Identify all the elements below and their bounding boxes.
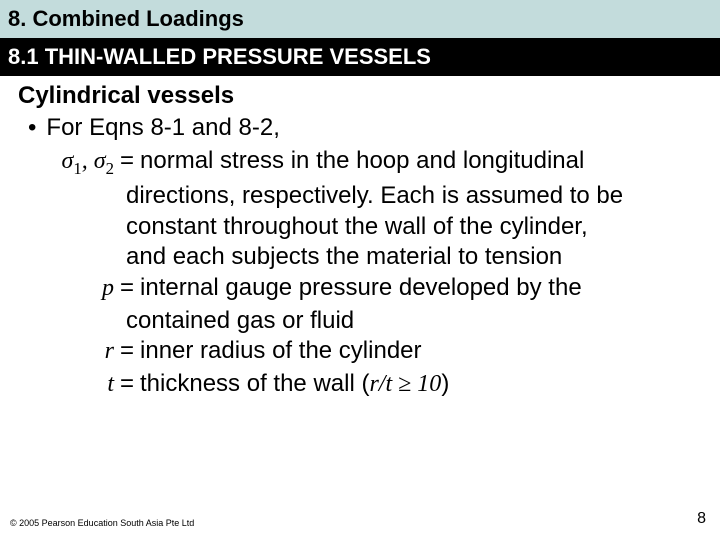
def-sigma-text-l4: and each subjects the material to tensio… [126,242,702,273]
section-title: 8.1 THIN-WALLED PRESSURE VESSELS [8,44,431,69]
equals-sign: = [120,147,140,175]
footer-copyright: © 2005 Pearson Education South Asia Pte … [10,518,194,528]
subheading: Cylindrical vessels [18,82,702,110]
slide-content: Cylindrical vessels • For Eqns 8-1 and 8… [0,76,720,400]
def-sigma-text-l1: normal stress in the hoop and longitudin… [140,146,702,177]
bullet-marker: • [28,114,36,142]
def-p: p = internal gauge pressure developed by… [54,273,702,304]
equals-sign: = [120,337,140,365]
definitions-block: σ1, σ2 = normal stress in the hoop and l… [54,146,702,400]
def-r-symbol: r [54,338,120,365]
equals-sign: = [120,370,140,398]
def-p-symbol: p [54,275,120,302]
equals-sign: = [120,274,140,302]
def-t-text: thickness of the wall (r/t ≥ 10) [140,369,702,400]
def-r: r = inner radius of the cylinder [54,336,702,367]
chapter-title: 8. Combined Loadings [8,6,244,31]
def-sigma: σ1, σ2 = normal stress in the hoop and l… [54,146,702,179]
def-t: t = thickness of the wall (r/t ≥ 10) [54,369,702,400]
section-title-bar: 8.1 THIN-WALLED PRESSURE VESSELS [0,38,720,76]
def-sigma-text-l2: directions, respectively. Each is assume… [126,181,702,212]
def-sigma-symbol: σ1, σ2 [54,148,120,179]
def-sigma-text-l3: constant throughout the wall of the cyli… [126,212,702,243]
bullet-item: • For Eqns 8-1 and 8-2, [28,114,702,142]
bullet-text: For Eqns 8-1 and 8-2, [46,114,279,142]
chapter-title-bar: 8. Combined Loadings [0,0,720,38]
def-r-text: inner radius of the cylinder [140,336,702,367]
def-p-text-l1: internal gauge pressure developed by the [140,273,702,304]
def-t-symbol: t [54,371,120,398]
def-p-text-l2: contained gas or fluid [126,306,702,337]
footer-page-number: 8 [697,510,706,528]
